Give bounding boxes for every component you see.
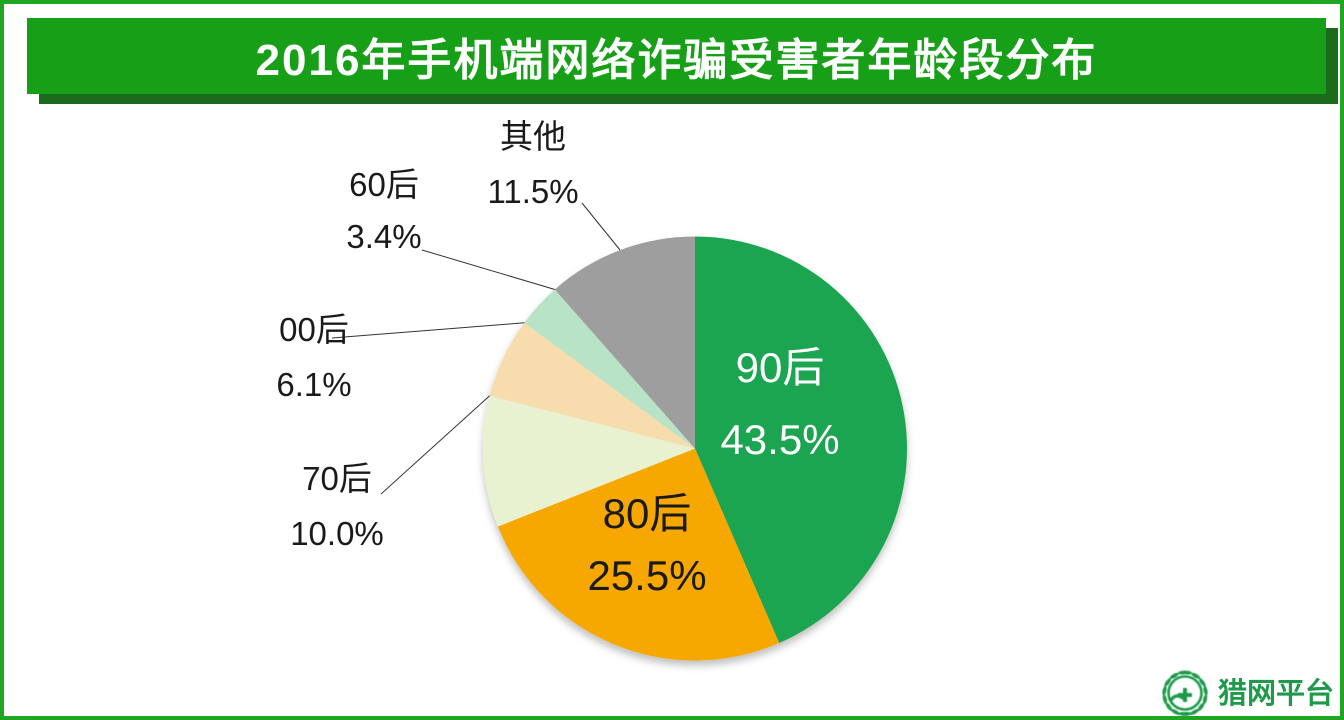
- svg-text:其他: 其他: [500, 118, 566, 155]
- svg-text:00后: 00后: [279, 311, 349, 348]
- svg-text:25.5%: 25.5%: [587, 552, 706, 599]
- svg-text:70后: 70后: [302, 460, 372, 497]
- svg-text:3.4%: 3.4%: [346, 218, 421, 255]
- svg-text:6.1%: 6.1%: [276, 366, 351, 403]
- svg-text:10.0%: 10.0%: [290, 515, 384, 552]
- svg-text:猎网平台: 猎网平台: [1218, 676, 1334, 710]
- svg-text:43.5%: 43.5%: [720, 416, 839, 463]
- svg-text:60后: 60后: [349, 166, 419, 203]
- svg-text:80后: 80后: [603, 490, 692, 537]
- svg-text:11.5%: 11.5%: [487, 173, 578, 210]
- svg-text:90后: 90后: [736, 344, 825, 391]
